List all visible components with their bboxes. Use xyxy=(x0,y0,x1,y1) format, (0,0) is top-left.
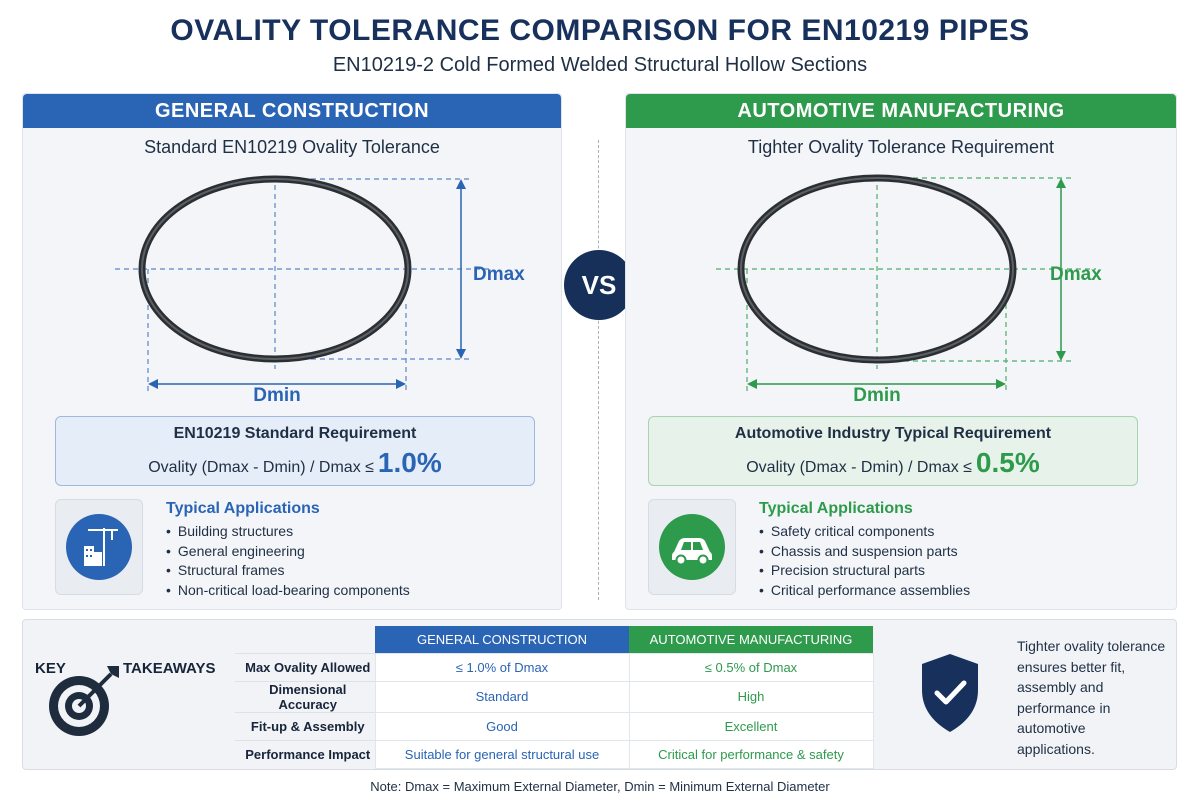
applications-list-automotive: Typical Applications Safety critical com… xyxy=(759,500,970,600)
row-label: Dimensional Accuracy xyxy=(235,680,375,712)
panel-header-automotive: AUTOMOTIVE MANUFACTURING xyxy=(626,94,1176,128)
construction-crane-icon xyxy=(66,514,132,580)
applications-list-general: Typical Applications Building structures… xyxy=(166,500,410,600)
vs-badge: VS xyxy=(564,250,634,320)
list-item: Precision structural parts xyxy=(759,561,970,581)
table-row: Dimensional Accuracy Standard High xyxy=(235,680,874,713)
dmax-arrow-head-top xyxy=(456,179,466,189)
conclusion-text: Tighter ovality tolerance ensures better… xyxy=(1017,638,1166,757)
dmax-arrow-head-bottom xyxy=(1056,351,1066,361)
list-item: Safety critical components xyxy=(759,522,970,542)
column-header-automotive: AUTOMOTIVE MANUFACTURING xyxy=(629,626,873,653)
dmin-arrow-head-left xyxy=(148,379,158,389)
requirement-value: 1.0% xyxy=(377,447,442,478)
requirement-title: EN10219 Standard Requirement xyxy=(173,425,417,442)
requirement-formula: Ovality (Dmax - Dmin) / Dmax ≤ xyxy=(746,459,972,476)
pipe-cross-section-highlight xyxy=(740,177,1014,361)
table-cell-general: Standard xyxy=(374,680,630,713)
footnote: Note: Dmax = Maximum External Diameter, … xyxy=(370,779,830,794)
page-subtitle: EN10219-2 Cold Formed Welded Structural … xyxy=(332,54,868,76)
requirement-title: Automotive Industry Typical Requirement xyxy=(734,425,1052,442)
dmin-label: Dmin xyxy=(853,385,901,406)
automotive-manufacturing-panel: AUTOMOTIVE MANUFACTURING Tighter Ovality… xyxy=(625,93,1177,610)
ovality-diagram-automotive: Dmax Dmin xyxy=(716,174,1102,406)
pipe-cross-section-highlight xyxy=(141,178,409,360)
target-arrow-icon xyxy=(49,666,119,736)
table-cell-automotive: High xyxy=(628,680,874,713)
ovality-diagram-general: Dmax Dmin xyxy=(115,175,525,406)
applications-title: Typical Applications xyxy=(166,500,320,517)
car-icon xyxy=(659,514,725,580)
dmin-arrow-head-left xyxy=(747,379,757,389)
table-cell-automotive: ≤ 0.5% of Dmax xyxy=(628,652,874,682)
list-item: Structural frames xyxy=(166,561,410,581)
dmax-label: Dmax xyxy=(473,264,525,285)
requirement-value: 0.5% xyxy=(975,447,1040,478)
requirement-formula: Ovality (Dmax - Dmin) / Dmax ≤ xyxy=(148,459,374,476)
table-cell-automotive: Excellent xyxy=(628,711,874,741)
requirement-box-automotive: Automotive Industry Typical Requirement … xyxy=(648,416,1138,486)
key-takeaways-section: KEY TAKEAWAYS GENERAL CONSTRUCTION AUTOM… xyxy=(22,619,1177,770)
column-header-general: GENERAL CONSTRUCTION xyxy=(375,626,629,653)
panel-subheading-general: Standard EN10219 Ovality Tolerance xyxy=(144,137,440,157)
list-item: Building structures xyxy=(166,522,410,542)
panel-header-general: GENERAL CONSTRUCTION xyxy=(23,94,561,128)
table-cell-automotive: Critical for performance & safety xyxy=(628,739,874,769)
dmax-arrow-head-bottom xyxy=(456,349,466,359)
applications-title: Typical Applications xyxy=(759,500,913,517)
table-row: Max Ovality Allowed ≤ 1.0% of Dmax ≤ 0.5… xyxy=(235,652,874,682)
vs-divider-line xyxy=(598,140,599,600)
dmax-label: Dmax xyxy=(1050,264,1102,285)
dmax-arrow-head-top xyxy=(1056,178,1066,188)
application-icon-box xyxy=(648,499,736,595)
dmin-label: Dmin xyxy=(253,385,301,406)
table-row: Fit-up & Assembly Good Excellent xyxy=(235,711,874,741)
row-label: Max Ovality Allowed xyxy=(235,652,375,681)
table-cell-general: Suitable for general structural use xyxy=(374,739,630,769)
table-cell-general: ≤ 1.0% of Dmax xyxy=(374,652,630,682)
dmin-arrow-head-right xyxy=(396,379,406,389)
list-item: Chassis and suspension parts xyxy=(759,542,970,562)
row-label: Performance Impact xyxy=(235,739,375,768)
list-item: General engineering xyxy=(166,542,410,562)
dmin-arrow-head-right xyxy=(996,379,1006,389)
page-title: OVALITY TOLERANCE COMPARISON FOR EN10219… xyxy=(170,14,1030,47)
key-takeaways-label-key: KEY xyxy=(35,660,66,677)
comparison-table: GENERAL CONSTRUCTION AUTOMOTIVE MANUFACT… xyxy=(235,626,874,769)
list-item: Critical performance assemblies xyxy=(759,581,970,601)
application-icon-box xyxy=(55,499,143,595)
general-construction-panel: GENERAL CONSTRUCTION Standard EN10219 Ov… xyxy=(22,93,562,610)
list-item: Non-critical load-bearing components xyxy=(166,581,410,601)
table-cell-general: Good xyxy=(374,711,630,741)
shield-check-icon xyxy=(922,654,978,732)
table-row: Performance Impact Suitable for general … xyxy=(235,739,874,769)
row-label: Fit-up & Assembly xyxy=(235,711,375,740)
requirement-box-general: EN10219 Standard Requirement Ovality (Dm… xyxy=(55,416,535,486)
key-takeaways-label-takeaways: TAKEAWAYS xyxy=(123,660,216,677)
panel-subheading-automotive: Tighter Ovality Tolerance Requirement xyxy=(747,137,1055,157)
